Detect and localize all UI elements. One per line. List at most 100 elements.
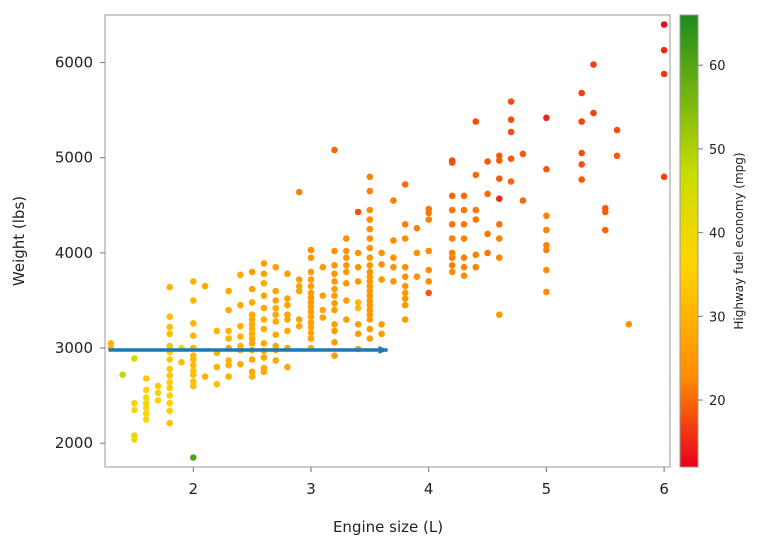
data-point: [331, 292, 338, 300]
data-point: [307, 335, 315, 342]
data-point: [354, 321, 362, 328]
data-point: [343, 316, 350, 323]
data-point: [248, 321, 256, 328]
data-point: [331, 247, 338, 255]
data-point: [354, 263, 362, 271]
colorbar-axis: 20 30 40 50 60: [698, 59, 726, 409]
data-point: [366, 235, 374, 242]
data-point: [460, 221, 468, 228]
data-point: [166, 384, 173, 392]
data-point: [260, 280, 268, 287]
x-tick-label: 3: [306, 480, 316, 498]
data-point: [543, 288, 550, 296]
data-point: [578, 176, 585, 183]
data-point: [366, 254, 374, 261]
data-point: [142, 394, 150, 401]
data-point: [366, 216, 374, 223]
plot-area: [104, 14, 671, 468]
data-point: [307, 308, 315, 316]
data-point: [401, 289, 409, 297]
colorbar-tick-label: 40: [709, 227, 726, 242]
data-point: [248, 340, 256, 347]
data-point: [519, 197, 527, 204]
data-point: [307, 303, 315, 311]
data-point: [166, 313, 173, 321]
data-point: [625, 321, 633, 328]
data-point: [331, 339, 338, 346]
colorbar: [679, 14, 699, 468]
data-point: [401, 282, 409, 290]
data-point: [472, 118, 480, 125]
y-tick-label: 4000: [55, 244, 93, 262]
data-point: [496, 195, 503, 202]
data-point: [331, 321, 338, 328]
data-point: [237, 271, 244, 279]
data-point: [190, 297, 197, 304]
data-point: [142, 410, 150, 418]
data-point: [131, 436, 138, 443]
data-point: [484, 158, 491, 165]
data-point: [272, 263, 280, 271]
data-point: [272, 304, 280, 312]
data-point: [131, 406, 138, 414]
data-point: [366, 173, 374, 181]
data-point: [166, 407, 173, 415]
data-point: [578, 89, 585, 97]
data-point: [307, 319, 315, 326]
data-point: [225, 335, 232, 342]
data-point: [660, 21, 668, 28]
data-point: [507, 155, 515, 162]
data-point: [260, 292, 268, 300]
data-point: [166, 283, 173, 291]
data-point: [154, 397, 162, 404]
data-point: [543, 165, 550, 173]
data-point: [390, 263, 397, 271]
data-point: [425, 216, 433, 223]
data-point: [378, 276, 385, 283]
x-tick-label: 5: [542, 480, 552, 498]
y-tick-label: 6000: [55, 54, 93, 72]
data-point: [390, 278, 397, 285]
data-point: [366, 262, 374, 269]
data-point: [213, 363, 221, 371]
data-point: [413, 224, 421, 232]
data-point: [460, 206, 468, 214]
data-point: [166, 399, 173, 407]
data-point: [190, 378, 197, 385]
data-point: [448, 268, 456, 276]
data-point: [343, 235, 350, 242]
data-point: [543, 242, 550, 249]
data-point: [237, 360, 244, 368]
data-point: [307, 294, 315, 301]
data-point: [307, 276, 315, 283]
data-point: [331, 278, 338, 285]
data-point: [460, 272, 468, 280]
data-point: [496, 175, 503, 182]
data-point: [448, 206, 456, 214]
data-point: [660, 70, 668, 78]
data-point: [425, 247, 433, 255]
data-point: [307, 329, 315, 337]
data-point: [343, 280, 350, 287]
data-point: [284, 311, 291, 319]
data-point: [401, 263, 409, 271]
data-point: [366, 273, 374, 281]
data-point: [213, 327, 221, 335]
data-point: [331, 306, 338, 314]
data-point: [484, 230, 491, 238]
data-point: [295, 322, 303, 330]
data-point: [613, 126, 621, 134]
data-point: [519, 150, 527, 158]
data-point: [425, 209, 433, 217]
data-point: [260, 325, 268, 333]
data-point: [295, 282, 303, 290]
data-point: [166, 392, 173, 399]
data-point: [131, 399, 138, 407]
data-point: [331, 327, 338, 335]
data-point: [507, 116, 515, 123]
y-tick-label: 3000: [55, 339, 93, 357]
data-point: [248, 325, 256, 333]
data-point: [248, 299, 256, 306]
data-point: [543, 212, 550, 220]
